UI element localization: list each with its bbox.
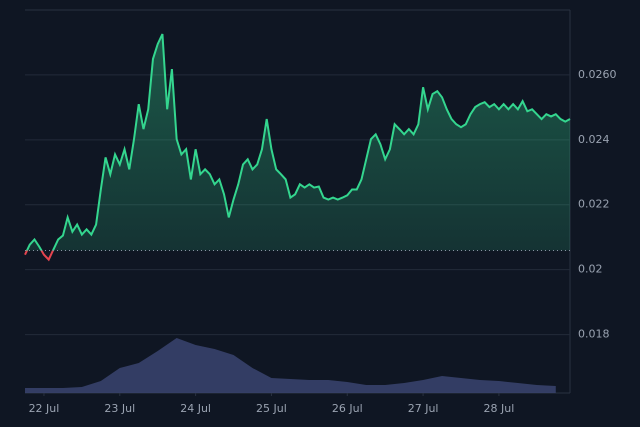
x-tick-label: 25 Jul: [256, 402, 287, 415]
price-area: [26, 34, 570, 251]
price-line-up: [25, 33, 571, 251]
x-tick-label: 22 Jul: [29, 402, 60, 415]
y-tick-label: 0.024: [578, 133, 610, 146]
x-tick-label: 28 Jul: [484, 402, 515, 415]
x-tick-label: 26 Jul: [332, 402, 363, 415]
x-tick-label: 23 Jul: [104, 402, 135, 415]
x-tick-label: 27 Jul: [408, 402, 439, 415]
volume-area: [25, 338, 556, 393]
y-tick-label: 0.02: [578, 263, 603, 276]
y-tick-label: 0.018: [578, 328, 610, 341]
y-tick-label: 0.0260: [578, 68, 617, 81]
y-tick-label: 0.022: [578, 198, 610, 211]
x-tick-label: 24 Jul: [180, 402, 211, 415]
